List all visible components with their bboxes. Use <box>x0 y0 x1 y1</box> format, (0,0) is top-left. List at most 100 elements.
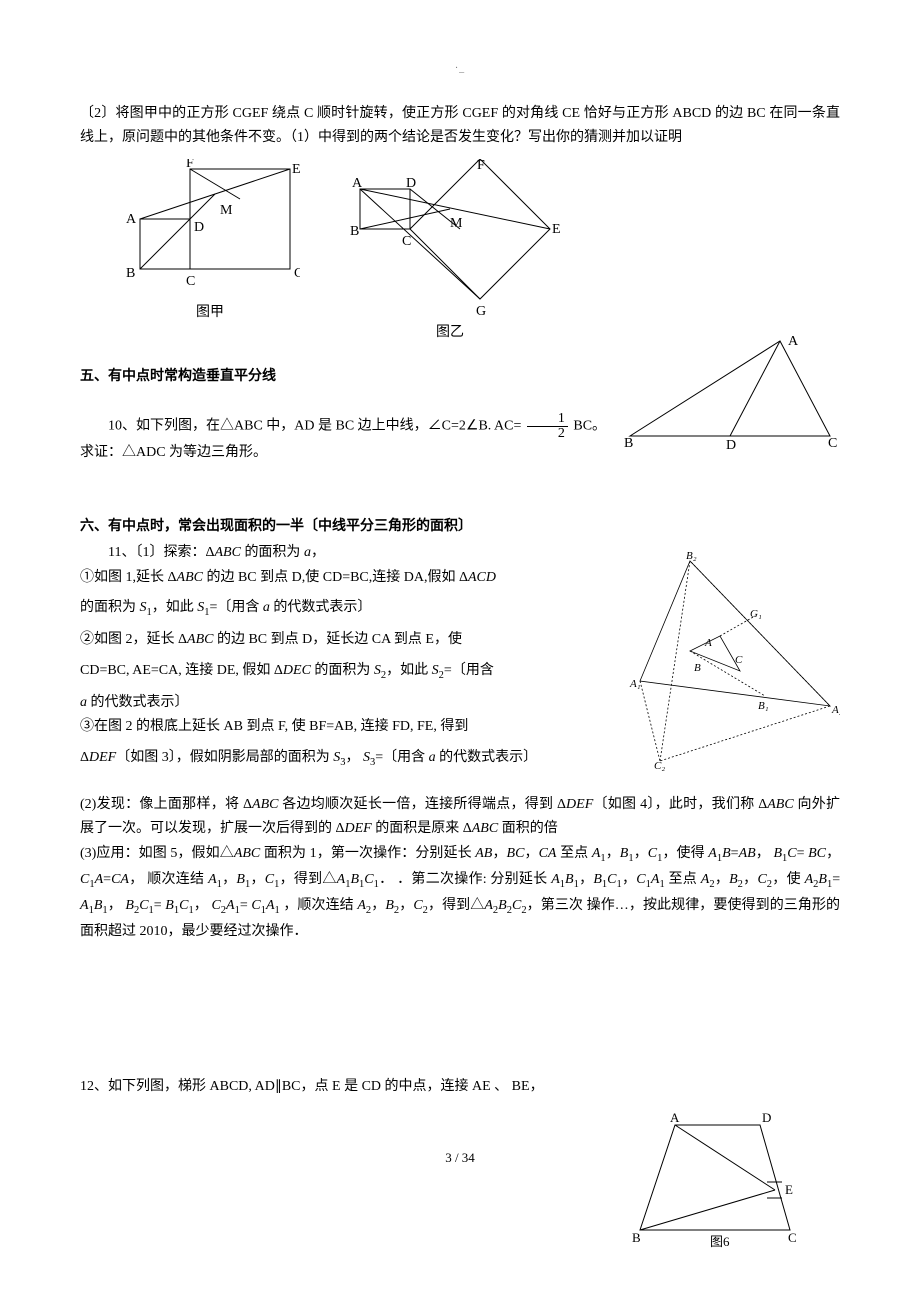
mi: A <box>805 872 814 887</box>
mi-abc: ABC <box>767 797 793 812</box>
mi: B <box>565 872 574 887</box>
extend-figure: B₂ G₁ A B C A₁ B₁ A₂ C₂ <box>610 551 840 771</box>
mi-ca: CA <box>111 872 129 887</box>
mi-ab: AB <box>739 846 756 861</box>
q10-text-a: 10、如下列图，在△ABC 中，AD 是 BC 边上中线，∠C=2∠B. AC= <box>108 418 521 433</box>
txt: ，顺次连结 <box>283 898 357 913</box>
mi-abc: ABC <box>252 797 278 812</box>
svg-text:A₁: A₁ <box>629 678 641 690</box>
figure6-wrapper: A D E B C 图6 <box>630 1110 810 1260</box>
mi: A <box>95 872 104 887</box>
svg-text:D: D <box>762 1110 771 1125</box>
sub: 1 <box>574 878 579 889</box>
comma: ， <box>756 846 770 861</box>
frac-num: 1 <box>527 412 568 427</box>
txt: 顺次连结 <box>147 872 208 887</box>
mi-a: a <box>429 750 436 765</box>
mi: A <box>484 898 493 913</box>
txt: ③在图 2 的根底上延长 AB 到点 F, 使 BF=AB, 连接 FD, FE… <box>80 719 468 734</box>
figure-yi: F A D M E B C G 图乙 <box>340 159 560 346</box>
mi: B <box>125 898 134 913</box>
svg-text:G: G <box>294 266 300 281</box>
svg-text:F: F <box>477 159 485 173</box>
txt: 的面积为 <box>241 545 304 560</box>
mi: A <box>266 898 275 913</box>
mi: C <box>512 898 521 913</box>
svg-text:A: A <box>670 1110 680 1125</box>
txt: 〔用含 <box>383 750 429 765</box>
txt: ．第二次操作: 分别延长 <box>397 872 551 887</box>
txt: ，使得 <box>662 846 704 861</box>
mi-def: DEF <box>345 821 372 836</box>
mi-s: S <box>363 750 370 765</box>
mi: B <box>236 872 245 887</box>
figure6-svg: A D E B C 图6 <box>630 1110 810 1250</box>
svg-text:D: D <box>194 220 204 235</box>
mi: A <box>357 898 366 913</box>
mi: B <box>818 872 827 887</box>
mi-bc: BC <box>808 846 826 861</box>
mi: C <box>413 898 422 913</box>
q11-find: (2)发现：像上面那样，将 ΔABC 各边均顺次延长一倍，连接所得端点，得到 Δ… <box>80 793 840 842</box>
mi-abc: ABC <box>472 821 498 836</box>
mi-a: a <box>263 600 270 615</box>
txt: ，使 <box>772 872 805 887</box>
triangle-figure: A B D C <box>620 331 840 451</box>
svg-text:C: C <box>828 436 837 451</box>
mi: A <box>80 898 89 913</box>
svg-text:D: D <box>726 438 736 451</box>
mi: C <box>265 872 274 887</box>
mi: C <box>211 898 220 913</box>
mi-ca: CA <box>539 846 557 861</box>
page-header-mark: ·_ <box>80 60 840 78</box>
txt: 的代数式表示〕 <box>87 695 189 710</box>
txt: 的面积为 <box>311 663 374 678</box>
txt: ，得到△ <box>428 898 484 913</box>
svg-text:C: C <box>788 1230 797 1245</box>
sub: 1 <box>827 878 832 889</box>
mi: A <box>208 872 217 887</box>
mi-a: a <box>80 695 87 710</box>
svg-text:B: B <box>350 224 359 239</box>
mi: C <box>648 846 657 861</box>
sub: 1 <box>659 878 664 889</box>
sub: 1 <box>628 852 633 863</box>
mi-s: S <box>374 663 381 678</box>
sub: 1 <box>217 878 222 889</box>
svg-text:G₁: G₁ <box>750 608 762 620</box>
mi-abc: ABC <box>187 632 213 647</box>
extend-figure-wrapper: B₂ G₁ A B C A₁ B₁ A₂ C₂ <box>610 551 840 781</box>
sub: 2 <box>366 905 371 916</box>
sub: 1 <box>617 878 622 889</box>
problem-2-text: 〔2〕将图甲中的正方形 CGEF 绕点 C 顺时针旋转，使正方形 CGEF 的对… <box>80 102 840 151</box>
figure-yi-caption: 图乙 <box>436 321 464 346</box>
mi-def: DEF <box>89 750 116 765</box>
mi: C <box>757 872 766 887</box>
txt: ②如图 2，延长 Δ <box>80 632 187 647</box>
mi-s: S <box>140 600 147 615</box>
svg-text:G: G <box>476 304 486 319</box>
mi-a: a <box>304 545 311 560</box>
sub: 1 <box>374 878 379 889</box>
mi: B <box>722 846 731 861</box>
mi: C <box>607 872 616 887</box>
svg-text:E: E <box>552 222 560 237</box>
mi-ab: AB <box>475 846 492 861</box>
svg-text:B: B <box>624 436 633 451</box>
txt: 〔如图 4〕，此时，我们称 Δ <box>593 797 767 812</box>
q12: 12、如下列图，梯形 ABCD, AD∥BC，点 E 是 CD 的中点，连接 A… <box>80 1075 840 1100</box>
heading-6: 六、有中点时，常会出现面积的一半〔中线平分三角形的面积〕 <box>80 515 840 540</box>
txt: 至点 <box>668 872 700 887</box>
txt: ，如此 <box>152 600 198 615</box>
sub: 2 <box>709 878 714 889</box>
mi: A <box>337 872 346 887</box>
svg-text:B: B <box>632 1230 641 1245</box>
txt: 至点 <box>556 846 591 861</box>
txt: 的面积为 <box>80 600 140 615</box>
mi: B <box>773 846 782 861</box>
mi: B <box>593 872 602 887</box>
svg-text:F: F <box>186 159 194 171</box>
mi-abc: ABC <box>177 570 203 585</box>
txt: ①如图 1,延长 Δ <box>80 570 177 585</box>
sub: 1 <box>600 852 605 863</box>
